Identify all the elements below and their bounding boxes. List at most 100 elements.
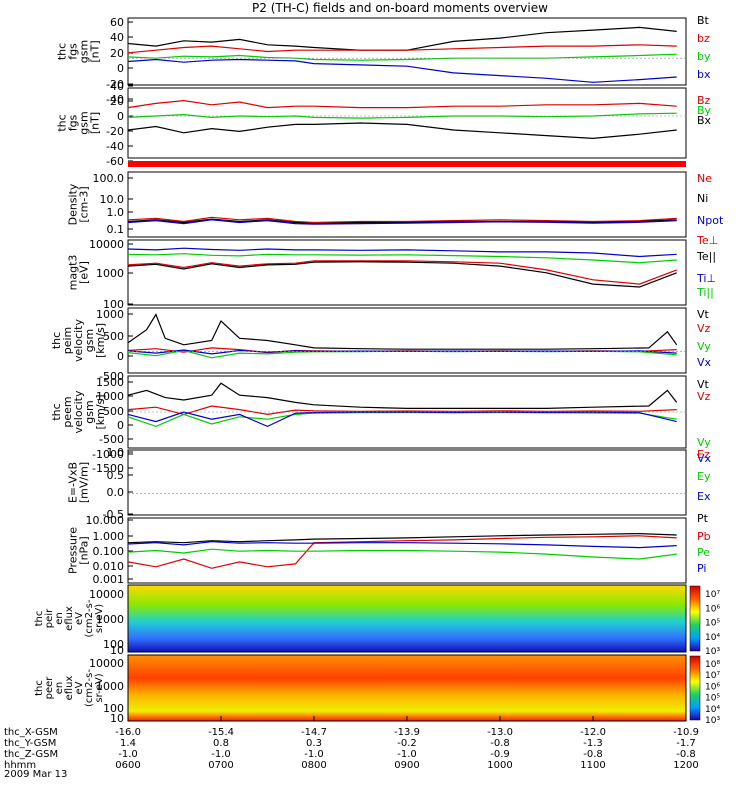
legend-Vx: Vx <box>697 452 712 465</box>
axis-row-value: 0700 <box>208 760 233 771</box>
legend-Vt: Vt <box>697 308 710 321</box>
axis-row-value: -15.4 <box>208 727 234 738</box>
series-Vt <box>127 382 678 409</box>
panel-frame <box>127 171 687 238</box>
axis-row-value: 1200 <box>673 760 698 771</box>
y-tick-label: 60 <box>110 16 124 29</box>
series-Te|| <box>127 261 677 288</box>
y-tick-label: 0.001 <box>93 573 125 586</box>
y-axis-label-line: [nT] <box>89 112 102 134</box>
panel-4: 10000 1000 100 magt3[eV] Te⊥ Te|| Ti⊥Ti|| <box>67 234 719 311</box>
y-axis-label-line: thc <box>50 332 63 349</box>
y-axis-label-line: (cm2-s- <box>84 669 95 707</box>
spectrogram-image <box>128 585 686 652</box>
axis-row-value: -0.8 <box>676 749 696 760</box>
axis-row-value: -1.0 <box>118 749 138 760</box>
axis-row-value: -10.9 <box>673 727 699 738</box>
colorbar-label: 10⁶ <box>705 604 720 614</box>
legend-Vy: Vy <box>697 340 711 353</box>
colorbar-label: 10⁵ <box>705 619 720 629</box>
y-axis-label: Density[cm-3] <box>67 183 91 225</box>
series-Pt <box>127 532 677 544</box>
y-tick-label: 0 <box>117 419 124 432</box>
axis-row-value: -13.9 <box>394 727 420 738</box>
legend-bx: bx <box>697 68 711 81</box>
colorbar-label: 10⁴ <box>705 633 720 643</box>
axis-row-value: -1.0 <box>211 749 231 760</box>
y-axis-label-line: thc <box>56 43 69 60</box>
y-tick-label: 1500 <box>96 376 124 389</box>
axis-row-value: -0.8 <box>490 738 510 749</box>
spectrogram-image <box>128 655 686 721</box>
y-axis-label-line: [mV/m] <box>78 462 91 503</box>
y-axis-label: thc peer en eflux eV (cm2-s-sr-eV) <box>34 669 105 707</box>
legend-Vy: Vy <box>697 436 711 449</box>
legend-Ti⊥: Ti⊥ <box>696 272 716 285</box>
series-by <box>127 53 677 61</box>
y-axis-label-line: thc <box>50 403 63 420</box>
axis-row-value: -1.7 <box>676 738 696 749</box>
axis-row-value: -1.0 <box>304 749 324 760</box>
axis-row-value: -13.0 <box>487 727 513 738</box>
colorbar-label: 10³ <box>705 716 720 726</box>
y-tick-label: 0.0 <box>107 486 125 499</box>
y-tick-label: -20 <box>106 78 124 91</box>
y-tick-label: 500 <box>103 405 124 418</box>
y-tick-label: 100.0 <box>93 172 125 185</box>
y-axis-label-line: eflux <box>64 676 75 701</box>
y-axis-label-line: eflux <box>64 606 75 631</box>
legend-Pi: Pi <box>697 562 706 575</box>
axis-row-value: 0800 <box>301 760 326 771</box>
axis-row-value: -0.2 <box>397 738 417 749</box>
y-axis-label-line: magt3 <box>67 255 80 291</box>
axis-row-value: 0.8 <box>213 738 229 749</box>
legend-Vx: Vx <box>697 356 712 369</box>
y-tick-label: 100 <box>103 638 124 651</box>
y-axis-label-line: thc <box>34 611 45 627</box>
y-axis-label-line: peer <box>44 676 55 700</box>
colorbar-label: 10⁷ <box>705 671 720 681</box>
axis-row-label: hhmm <box>4 760 36 771</box>
y-tick-label: 1000 <box>96 680 124 693</box>
panel-stack: 6040200-20-40thcfgsgsm[nT]Btbzbybx40200-… <box>34 14 724 726</box>
legend-Bt: Bt <box>697 14 710 27</box>
y-axis-label: thc peir en eflux eV (cm2-s-sr-eV) <box>34 599 105 637</box>
legend-Ni: Ni <box>697 192 708 205</box>
y-tick-label: 1000 <box>96 613 124 626</box>
legend-By: By <box>697 104 712 117</box>
colorbar-label: 10⁵ <box>705 694 720 704</box>
axis-row-label: thc_X-GSM <box>4 727 58 738</box>
colorbar-label: 10³ <box>705 647 720 657</box>
legend-Bx: Bx <box>697 114 712 127</box>
axis-row-value: -16.0 <box>115 727 141 738</box>
y-axis-label-line: Pressure <box>67 527 80 574</box>
legend-Te⊥: Te⊥ <box>696 234 718 247</box>
colorbar <box>689 585 701 652</box>
y-tick-label: 40 <box>110 80 124 93</box>
legend-Npot: Npot <box>697 214 724 227</box>
panel-frame <box>127 17 687 86</box>
y-tick-label: -40 <box>106 93 124 106</box>
axis-row-value: -1.3 <box>583 738 603 749</box>
y-axis-label-line: peem <box>61 396 74 427</box>
y-tick-label: 1.000 <box>93 530 125 543</box>
y-axis-label-line: peim <box>61 327 74 355</box>
series-Vt <box>127 313 678 350</box>
y-tick-label: 20 <box>110 47 124 60</box>
axis-row-value: 0600 <box>115 760 140 771</box>
y-tick-label: 10000 <box>89 657 124 670</box>
series-Bt <box>127 26 677 51</box>
y-tick-label: 1.0 <box>107 206 125 219</box>
series-Vz <box>127 405 677 416</box>
y-tick-label: 40 <box>110 31 124 44</box>
axis-row-value: -0.8 <box>583 749 603 760</box>
series-bz <box>127 44 677 54</box>
series-Ni <box>127 218 677 225</box>
y-tick-label: 10 <box>110 712 124 725</box>
